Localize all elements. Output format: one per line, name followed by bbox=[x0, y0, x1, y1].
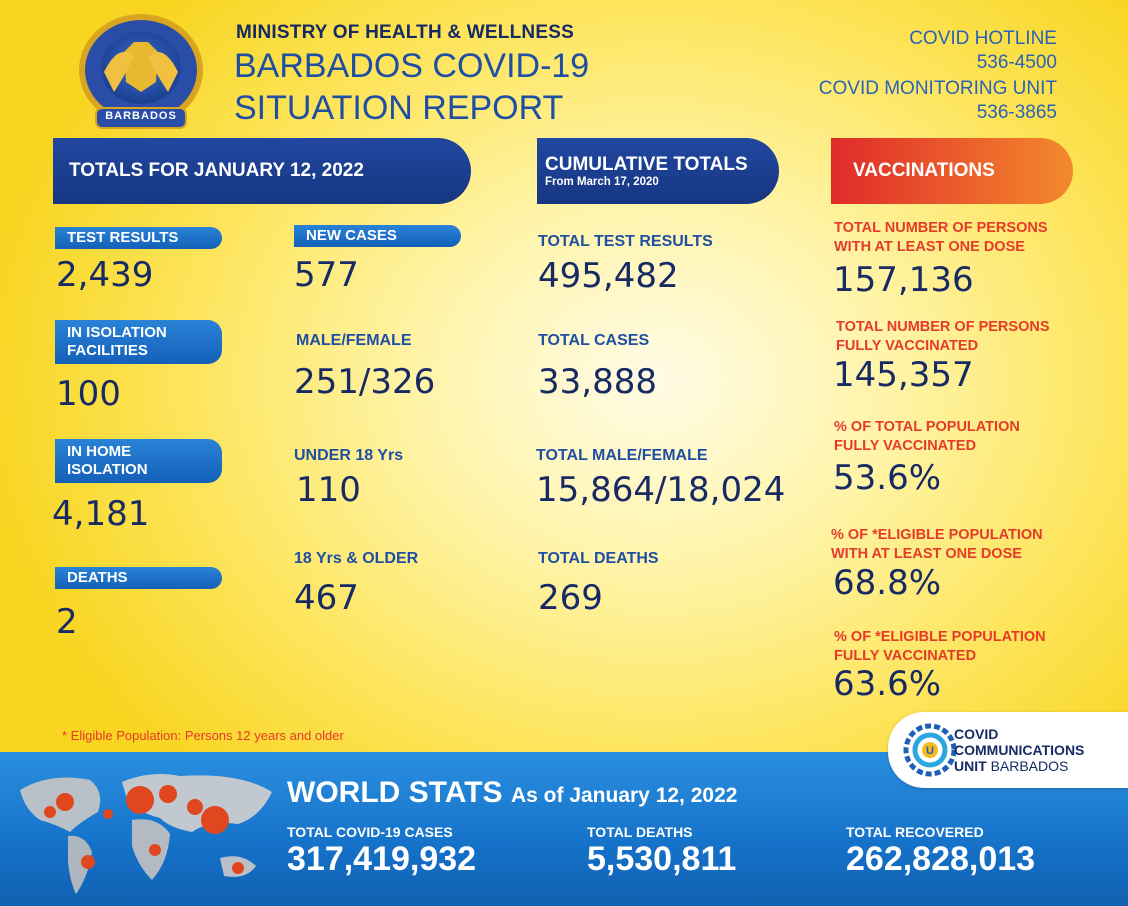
home-isolation-tag-label: IN HOME ISOLATION bbox=[67, 443, 148, 478]
total-tests-value: 495,482 bbox=[538, 256, 679, 296]
new-cases-tag: NEW CASES bbox=[294, 225, 461, 247]
virus-marker bbox=[126, 786, 154, 814]
ministry-logo: BARBADOS bbox=[74, 12, 208, 134]
pct-eligible-one-label-line2: WITH AT LEAST ONE DOSE bbox=[831, 546, 1022, 562]
virus-marker bbox=[187, 799, 203, 815]
ccu-badge: U COVID COMMUNICATIONS UNIT BARBADOS bbox=[888, 712, 1128, 788]
home-isolation-tag: IN HOME ISOLATION bbox=[55, 439, 222, 483]
report-title-line1: BARBADOS COVID-19 bbox=[234, 47, 590, 85]
world-recovered-label: TOTAL RECOVERED bbox=[846, 824, 984, 840]
fully-vaccinated-label-line1: TOTAL NUMBER OF PERSONS bbox=[836, 319, 1050, 335]
total-cases-value: 33,888 bbox=[538, 362, 657, 402]
virus-marker bbox=[201, 806, 229, 834]
total-mf-value: 15,864/18,024 bbox=[536, 470, 786, 510]
virus-marker bbox=[149, 844, 161, 856]
fully-vaccinated-label-line2: FULLY VACCINATED bbox=[836, 338, 979, 354]
virus-marker bbox=[159, 785, 177, 803]
cumulative-banner-sub: From March 17, 2020 bbox=[545, 176, 659, 188]
world-cases-value: 317,419,932 bbox=[287, 840, 477, 878]
one-dose-label-line2: WITH AT LEAST ONE DOSE bbox=[834, 239, 1025, 255]
isolation-tag: IN ISOLATION FACILITIES bbox=[55, 320, 222, 364]
virus-marker bbox=[103, 809, 113, 819]
pct-eligible-one-label-line1: % OF *ELIGIBLE POPULATION bbox=[831, 527, 1043, 543]
over18-value: 467 bbox=[294, 578, 359, 618]
hotline-label: COVID HOTLINE bbox=[909, 28, 1057, 49]
one-dose-value: 157,136 bbox=[833, 260, 974, 300]
isolation-value: 100 bbox=[56, 374, 121, 414]
ccu-line3-country: BARBADOS bbox=[990, 758, 1069, 774]
world-map-graphic bbox=[20, 774, 272, 894]
pct-total-label-line2: FULLY VACCINATED bbox=[834, 438, 977, 454]
vaccinations-banner: VACCINATIONS bbox=[831, 138, 1073, 204]
pct-eligible-one-value: 68.8% bbox=[833, 563, 942, 603]
world-recovered-value: 262,828,013 bbox=[846, 840, 1036, 878]
virus-marker bbox=[56, 793, 74, 811]
virus-marker bbox=[232, 862, 244, 874]
vaccinations-banner-label: VACCINATIONS bbox=[853, 160, 995, 181]
one-dose-label-line1: TOTAL NUMBER OF PERSONS bbox=[834, 220, 1048, 236]
fully-vaccinated-value: 145,357 bbox=[833, 355, 974, 395]
virus-marker bbox=[44, 806, 56, 818]
under18-label: UNDER 18 Yrs bbox=[294, 447, 404, 464]
pct-total-label: % OF TOTAL POPULATION FULLY VACCINATED bbox=[834, 418, 1020, 456]
over18-label: 18 Yrs & OLDER bbox=[294, 550, 419, 567]
world-cases-label: TOTAL COVID-19 CASES bbox=[287, 824, 453, 840]
pct-total-label-line1: % OF TOTAL POPULATION bbox=[834, 419, 1020, 435]
ccu-line2: COMMUNICATIONS bbox=[954, 742, 1085, 758]
virus-marker bbox=[81, 855, 95, 869]
isolation-tag-label: IN ISOLATION FACILITIES bbox=[67, 324, 167, 359]
svg-text:U: U bbox=[926, 745, 934, 757]
test-results-value: 2,439 bbox=[56, 255, 154, 295]
ccu-text: COVID COMMUNICATIONS UNIT BARBADOS bbox=[954, 726, 1084, 774]
home-isolation-value: 4,181 bbox=[52, 494, 150, 534]
total-deaths-value: 269 bbox=[538, 578, 603, 618]
pct-eligible-one-label: % OF *ELIGIBLE POPULATION WITH AT LEAST … bbox=[831, 526, 1043, 564]
new-cases-value: 577 bbox=[294, 255, 359, 295]
pct-eligible-full-label: % OF *ELIGIBLE POPULATION FULLY VACCINAT… bbox=[834, 628, 1046, 666]
cumulative-banner-label: CUMULATIVE TOTALS bbox=[545, 154, 748, 175]
hotline-number: 536-4500 bbox=[976, 52, 1057, 73]
ccu-line1: COVID bbox=[954, 726, 999, 742]
world-stats-title: WORLD STATS As of January 12, 2022 bbox=[287, 776, 737, 810]
world-deaths-value: 5,530,811 bbox=[587, 840, 737, 878]
male-female-value: 251/326 bbox=[294, 362, 436, 402]
world-deaths-label: TOTAL DEATHS bbox=[587, 824, 693, 840]
ccu-virus-icon: U bbox=[903, 723, 957, 777]
test-results-tag: TEST RESULTS bbox=[55, 227, 222, 249]
pct-eligible-full-label-line1: % OF *ELIGIBLE POPULATION bbox=[834, 629, 1046, 645]
monitoring-number: 536-3865 bbox=[976, 102, 1057, 123]
deaths-tag: DEATHS bbox=[55, 567, 222, 589]
ccu-line3: UNIT BARBADOS bbox=[954, 758, 1084, 774]
report-title-line2: SITUATION REPORT bbox=[234, 89, 564, 127]
fully-vaccinated-label: TOTAL NUMBER OF PERSONS FULLY VACCINATED bbox=[836, 318, 1050, 356]
totals-banner-label: TOTALS FOR JANUARY 12, 2022 bbox=[69, 160, 364, 181]
under18-value: 110 bbox=[296, 470, 361, 510]
eligible-footnote: * Eligible Population: Persons 12 years … bbox=[62, 728, 344, 743]
logo-country: BARBADOS bbox=[105, 110, 177, 122]
pct-eligible-full-label-line2: FULLY VACCINATED bbox=[834, 648, 977, 664]
ccu-line3-unit: UNIT bbox=[954, 758, 987, 774]
total-deaths-label: TOTAL DEATHS bbox=[538, 550, 659, 567]
total-mf-label: TOTAL MALE/FEMALE bbox=[536, 447, 708, 464]
total-tests-label: TOTAL TEST RESULTS bbox=[538, 233, 713, 250]
world-stats-date: As of January 12, 2022 bbox=[510, 784, 738, 807]
ministry-name: MINISTRY OF HEALTH & WELLNESS bbox=[236, 22, 574, 43]
pct-total-value: 53.6% bbox=[833, 458, 942, 498]
totals-banner: TOTALS FOR JANUARY 12, 2022 bbox=[53, 138, 471, 204]
cumulative-banner: CUMULATIVE TOTALS From March 17, 2020 bbox=[537, 138, 779, 204]
male-female-label: MALE/FEMALE bbox=[296, 332, 412, 349]
pct-eligible-full-value: 63.6% bbox=[833, 664, 942, 704]
monitoring-label: COVID MONITORING UNIT bbox=[818, 78, 1057, 99]
deaths-value: 2 bbox=[56, 602, 78, 642]
world-stats-heading: WORLD STATS bbox=[287, 776, 503, 809]
total-cases-label: TOTAL CASES bbox=[538, 332, 650, 349]
one-dose-label: TOTAL NUMBER OF PERSONS WITH AT LEAST ON… bbox=[834, 219, 1048, 257]
